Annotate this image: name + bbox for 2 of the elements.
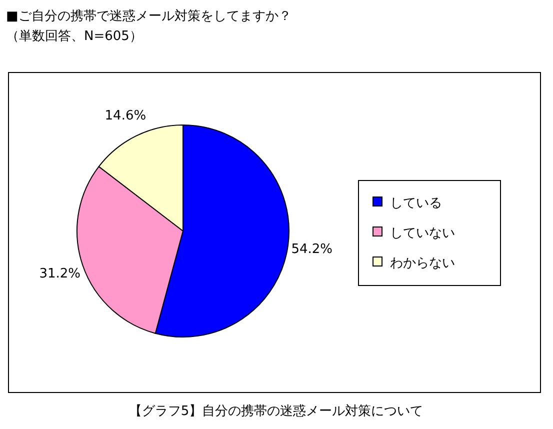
subtitle: （単数回答、N=605） [6,29,142,44]
title: ■ご自分の携帯で迷惑メール対策をしてますか？ [6,9,292,24]
